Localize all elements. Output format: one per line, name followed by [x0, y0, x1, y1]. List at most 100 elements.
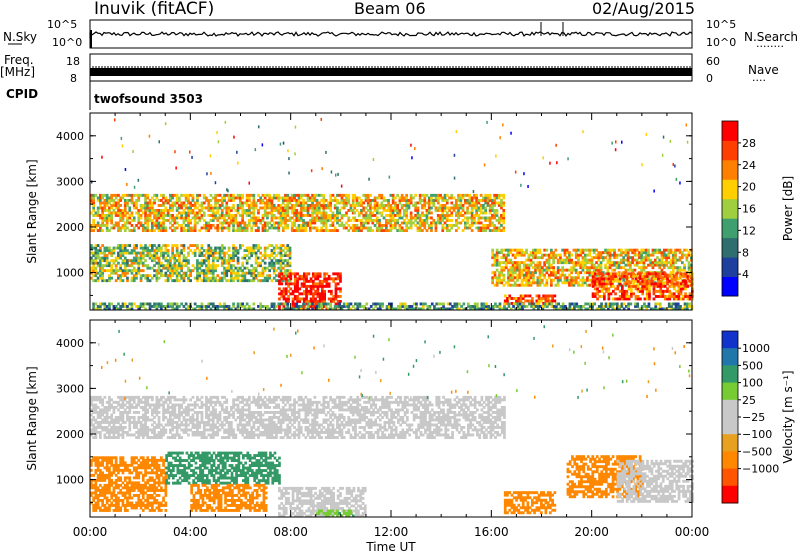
- heatmap-cell: [105, 199, 109, 202]
- heatmap-cell: [503, 305, 506, 308]
- heatmap-cell: [206, 172, 208, 176]
- heatmap-cell: [547, 266, 551, 270]
- heatmap-cell: [306, 305, 310, 308]
- heatmap-cell: [121, 249, 125, 252]
- heatmap-cell: [135, 199, 138, 202]
- heatmap-cell: [293, 199, 296, 202]
- heatmap-cell: [119, 256, 122, 260]
- heatmap-cell: [322, 193, 326, 197]
- heatmap-cell: [626, 256, 630, 260]
- heatmap-cell: [155, 251, 159, 255]
- heatmap-cell: [676, 258, 680, 262]
- heatmap-cell: [656, 256, 659, 260]
- heatmap-cell: [284, 271, 287, 275]
- heatmap-cell: [257, 264, 260, 268]
- heatmap-cell: [137, 221, 141, 225]
- heatmap-cell: [275, 216, 278, 220]
- heatmap-cell: [595, 256, 598, 260]
- heatmap-cell: [435, 302, 439, 306]
- heatmap-cell: [164, 214, 168, 217]
- heatmap-cell: [277, 204, 281, 207]
- heatmap-cell: [261, 216, 265, 220]
- heatmap-cell: [117, 276, 120, 280]
- heatmap-cell: [364, 199, 368, 202]
- heatmap-cell: [666, 295, 669, 298]
- heatmap-cell: [304, 214, 308, 217]
- heatmap-cell: [647, 251, 650, 255]
- heatmap-cell: [297, 204, 301, 207]
- heatmap-cell: [380, 206, 384, 210]
- heatmap-cell: [311, 211, 314, 215]
- heatmap-cell: [250, 229, 253, 232]
- heatmap-cell: [586, 271, 589, 275]
- heatmap-cell: [549, 299, 552, 303]
- heatmap-cell: [120, 136, 123, 140]
- heatmap-cell: [329, 216, 332, 220]
- heatmap-cell: [263, 226, 267, 230]
- heatmap-cell: [202, 279, 206, 283]
- heatmap-cell: [382, 199, 386, 202]
- heatmap-cell: [500, 229, 503, 232]
- heatmap-cell: [389, 193, 393, 197]
- heatmap-cell: [175, 259, 179, 263]
- heatmap-cell: [266, 193, 269, 197]
- heatmap-cell: [259, 264, 262, 268]
- heatmap-cell: [461, 204, 465, 207]
- heatmap-cell: [103, 269, 107, 273]
- heatmap-cell: [645, 289, 649, 293]
- heatmap-cell: [649, 263, 653, 267]
- heatmap-cell: [669, 139, 672, 143]
- heatmap-cell: [225, 266, 229, 270]
- heatmap-cell: [184, 274, 188, 278]
- heatmap-cell: [511, 268, 515, 272]
- heatmap-cell: [119, 307, 122, 311]
- heatmap-cell: [369, 214, 372, 217]
- heatmap-cell: [252, 276, 256, 280]
- heatmap-cell: [90, 256, 93, 260]
- heatmap-cell: [670, 305, 673, 308]
- heatmap-cell: [241, 229, 244, 232]
- heatmap-cell: [479, 199, 483, 202]
- heatmap-cell: [166, 209, 170, 212]
- heatmap-cell: [294, 152, 296, 156]
- heatmap-cell: [493, 261, 497, 265]
- heatmap-cell: [509, 283, 513, 287]
- heatmap-cell: [491, 201, 494, 205]
- heatmap-cell: [211, 214, 215, 217]
- heatmap-cell: [577, 305, 581, 308]
- heatmap-cell: [685, 253, 689, 257]
- heatmap-cell: [121, 261, 125, 265]
- heatmap-cell: [202, 224, 206, 227]
- heatmap-cell: [336, 229, 339, 232]
- heatmap-cell: [645, 132, 648, 136]
- heatmap-cell: [659, 284, 663, 288]
- heatmap-cell: [239, 274, 242, 278]
- heatmap-cell: [214, 256, 217, 260]
- heatmap-cell: [96, 307, 100, 311]
- heatmap-cell: [405, 196, 408, 200]
- heatmap-cell: [477, 229, 481, 232]
- heatmap-cell: [205, 274, 208, 278]
- heatmap-cell: [670, 295, 674, 298]
- heatmap-cell: [468, 199, 472, 202]
- heatmap-cell: [600, 295, 604, 298]
- heatmap-cell: [554, 256, 558, 260]
- heatmap-cell: [245, 224, 249, 227]
- heatmap-cell: [599, 253, 603, 257]
- heatmap-cell: [464, 201, 467, 205]
- heatmap-cell: [484, 196, 487, 200]
- heatmap-cell: [277, 196, 281, 200]
- heatmap-cell: [621, 272, 624, 276]
- heatmap-cell: [405, 224, 408, 227]
- heatmap-cell: [314, 300, 317, 303]
- heatmap-cell: [450, 206, 454, 210]
- heatmap-cell: [164, 266, 168, 270]
- heatmap-cell: [148, 219, 152, 222]
- heatmap-cell: [155, 276, 159, 280]
- heatmap-cell: [94, 302, 98, 306]
- heatmap-cell: [272, 209, 276, 212]
- heatmap-cell: [512, 305, 515, 308]
- heatmap-cell: [216, 226, 220, 230]
- heatmap-cell: [112, 193, 116, 197]
- heatmap-cell: [178, 274, 181, 278]
